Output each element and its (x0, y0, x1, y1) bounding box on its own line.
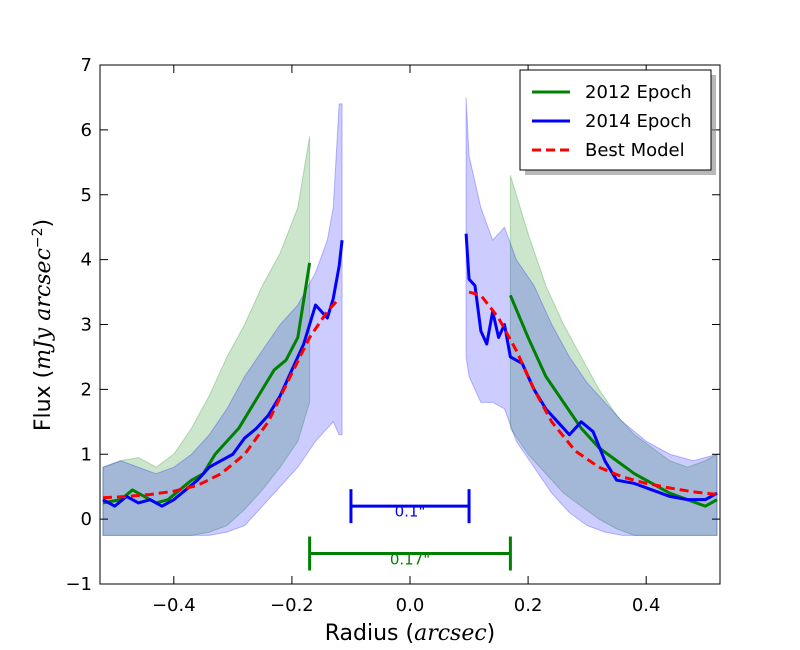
y-axis-label-unit: mJy arcsec (31, 248, 56, 370)
legend-label-best-model: Best Model (585, 140, 685, 161)
band-0-segment-1 (509, 175, 718, 536)
green-scalebar-label: 0.17" (390, 551, 430, 569)
series-line-2-segment-0 (102, 297, 341, 500)
x-tick-label: −0.2 (270, 595, 314, 616)
legend-label-2014: 2014 Epoch (585, 111, 692, 132)
x-axis-label-unit: arcsec (414, 621, 487, 646)
series-line-0-segment-0 (102, 262, 312, 505)
y-tick-label: 2 (81, 379, 92, 400)
y-tick-label: 4 (81, 250, 92, 271)
legend-label-2012: 2012 Epoch (585, 82, 692, 103)
axis-ticks: −0.4 −0.2 0.0 0.2 0.4 −1 0 1 2 3 4 5 6 7 (65, 55, 720, 616)
data-lines (102, 233, 718, 508)
x-tick-label: −0.4 (152, 595, 196, 616)
scale-annotations: 0.1" 0.17" (308, 489, 512, 571)
x-tick-label: 0.0 (396, 595, 425, 616)
y-tick-label: 0 (81, 509, 92, 530)
y-tick-label: 6 (81, 120, 92, 141)
y-tick-label: 3 (81, 315, 92, 336)
y-axis-label-text: Flux (31, 385, 56, 431)
x-tick-label: 0.4 (632, 595, 661, 616)
x-axis-label-text: Radius (325, 621, 399, 646)
x-axis-label: Radius (arcsec) (325, 621, 496, 646)
y-tick-label: 7 (81, 55, 92, 76)
series-line-1-segment-1 (464, 233, 718, 502)
series-line-2-segment-1 (468, 290, 718, 496)
legend: 2012 Epoch 2014 Epoch Best Model (519, 69, 716, 175)
y-tick-label: 5 (81, 185, 92, 206)
y-axis-label: Flux (mJy arcsec−2) (30, 219, 56, 431)
y-tick-label: 1 (81, 444, 92, 465)
x-tick-label: 0.2 (514, 595, 543, 616)
band-1-segment-0 (102, 103, 343, 536)
y-axis-label-exponent: −2 (30, 227, 46, 248)
series-line-1-segment-0 (102, 239, 344, 508)
blue-scalebar-label: 0.1" (395, 503, 426, 521)
y-tick-label: −1 (65, 574, 92, 595)
band-1-segment-1 (465, 97, 718, 536)
